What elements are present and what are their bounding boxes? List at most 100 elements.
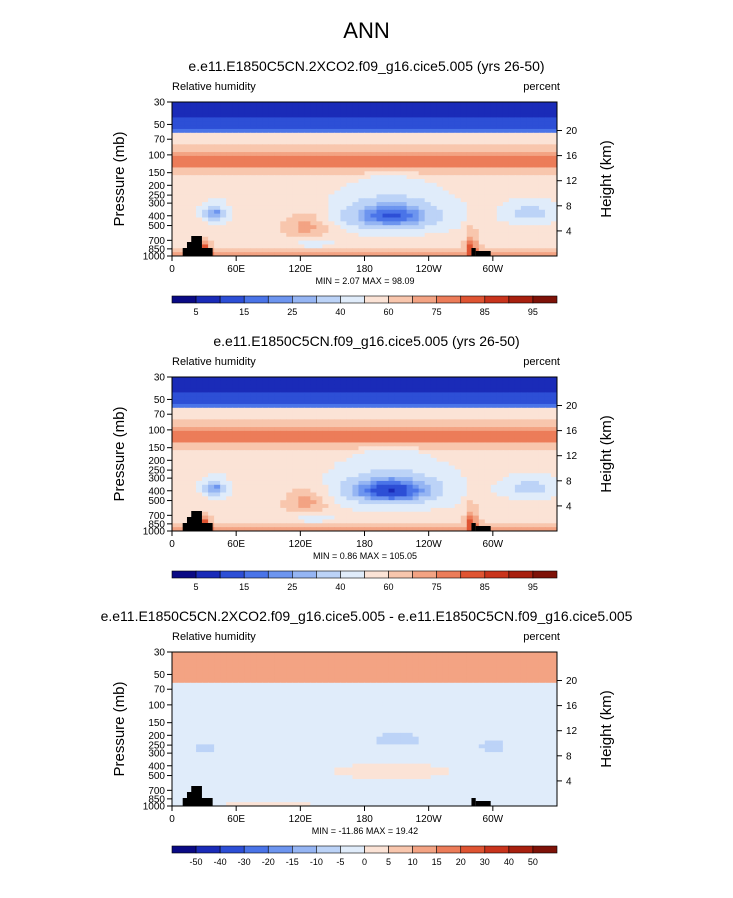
- heatmap-cell: [515, 466, 522, 470]
- heatmap-cell: [527, 504, 534, 508]
- heatmap-cell: [292, 137, 299, 141]
- heatmap-cell: [365, 121, 372, 125]
- heatmap-cell: [497, 202, 504, 206]
- heatmap-cell: [262, 106, 269, 110]
- heatmap-cell: [304, 400, 311, 404]
- heatmap-cell: [479, 493, 486, 497]
- heatmap-cell: [431, 504, 438, 508]
- heatmap-cell: [395, 179, 402, 183]
- heatmap-cell: [425, 117, 432, 121]
- heatmap-cell: [479, 198, 486, 202]
- heatmap-cell: [509, 496, 516, 500]
- heatmap-cell: [346, 164, 353, 168]
- heatmap-cell: [497, 198, 504, 202]
- heatmap-cell: [383, 152, 390, 156]
- heatmap-cell: [533, 423, 540, 427]
- heatmap-cell: [322, 454, 329, 458]
- heatmap-cell: [178, 454, 185, 458]
- heatmap-cell: [377, 493, 384, 497]
- heatmap-cell: [545, 141, 552, 145]
- y2-tick-label: 12: [566, 176, 578, 187]
- heatmap-cell: [455, 389, 462, 393]
- heatmap-cell: [539, 477, 546, 481]
- heatmap-cell: [292, 446, 299, 450]
- heatmap-cell: [425, 404, 432, 408]
- heatmap-cell: [316, 206, 323, 210]
- heatmap-cell: [262, 412, 269, 416]
- heatmap-cell: [244, 194, 251, 198]
- heatmap-cell: [208, 439, 215, 443]
- heatmap-cell: [286, 392, 293, 396]
- heatmap-cell: [274, 442, 281, 446]
- heatmap-cell: [226, 481, 233, 485]
- heatmap-cell: [401, 218, 408, 222]
- heatmap-cell: [503, 152, 510, 156]
- heatmap-cell: [497, 512, 504, 516]
- heatmap-cell: [389, 133, 396, 137]
- heatmap-cell: [268, 148, 275, 152]
- heatmap-cell: [377, 233, 384, 237]
- heatmap-cell: [316, 439, 323, 443]
- heatmap-cell: [310, 233, 317, 237]
- heatmap-cell: [334, 466, 341, 470]
- heatmap-cell: [545, 377, 552, 381]
- heatmap-cell: [214, 179, 221, 183]
- heatmap-cell: [521, 248, 528, 252]
- colorbar-swatch: [196, 296, 220, 303]
- heatmap-cell: [521, 377, 528, 381]
- heatmap-cell: [178, 427, 185, 431]
- heatmap-cell: [431, 237, 438, 241]
- heatmap-cell: [322, 377, 329, 381]
- heatmap-cell: [256, 233, 263, 237]
- heatmap-cell: [358, 210, 365, 214]
- heatmap-cell: [274, 481, 281, 485]
- heatmap-cell: [184, 462, 191, 466]
- heatmap-cell: [334, 218, 341, 222]
- heatmap-cell: [461, 493, 468, 497]
- heatmap-cell: [238, 385, 245, 389]
- heatmap-cell: [545, 210, 552, 214]
- heatmap-cell: [461, 408, 468, 412]
- heatmap-cell: [190, 229, 197, 233]
- heatmap-cell: [437, 210, 444, 214]
- heatmap-cell: [389, 152, 396, 156]
- heatmap-cell: [172, 137, 179, 141]
- heatmap-cell: [425, 412, 432, 416]
- heatmap-cell: [262, 198, 269, 202]
- heatmap-cell: [455, 102, 462, 106]
- heatmap-cell: [491, 175, 498, 179]
- heatmap-cell: [316, 214, 323, 218]
- heatmap-cell: [196, 133, 203, 137]
- heatmap-cell: [178, 493, 185, 497]
- heatmap-cell: [184, 133, 191, 137]
- heatmap-cell: [383, 431, 390, 435]
- heatmap-cell: [358, 504, 365, 508]
- heatmap-cell: [479, 164, 486, 168]
- heatmap-cell: [461, 133, 468, 137]
- heatmap-cell: [208, 144, 215, 148]
- heatmap-cell: [262, 477, 269, 481]
- heatmap-cell: [352, 442, 359, 446]
- heatmap-cell: [256, 496, 263, 500]
- heatmap-cell: [214, 148, 221, 152]
- heatmap-cell: [407, 206, 414, 210]
- heatmap-cell: [431, 377, 438, 381]
- heatmap-cell: [527, 381, 534, 385]
- heatmap-cell: [389, 102, 396, 106]
- heatmap-cell: [431, 427, 438, 431]
- heatmap-cell: [196, 446, 203, 450]
- heatmap-cell: [533, 175, 540, 179]
- heatmap-cell: [485, 419, 492, 423]
- heatmap-cell: [521, 114, 528, 118]
- heatmap-cell: [322, 466, 329, 470]
- heatmap-cell: [497, 458, 504, 462]
- heatmap-cell: [479, 458, 486, 462]
- heatmap-cell: [449, 187, 456, 191]
- heatmap-cell: [256, 477, 263, 481]
- heatmap-cell: [449, 106, 456, 110]
- heatmap-cell: [539, 500, 546, 504]
- heatmap-cell: [455, 439, 462, 443]
- heatmap-cell: [286, 125, 293, 129]
- heatmap-cell: [304, 117, 311, 121]
- heatmap-cell: [401, 450, 408, 454]
